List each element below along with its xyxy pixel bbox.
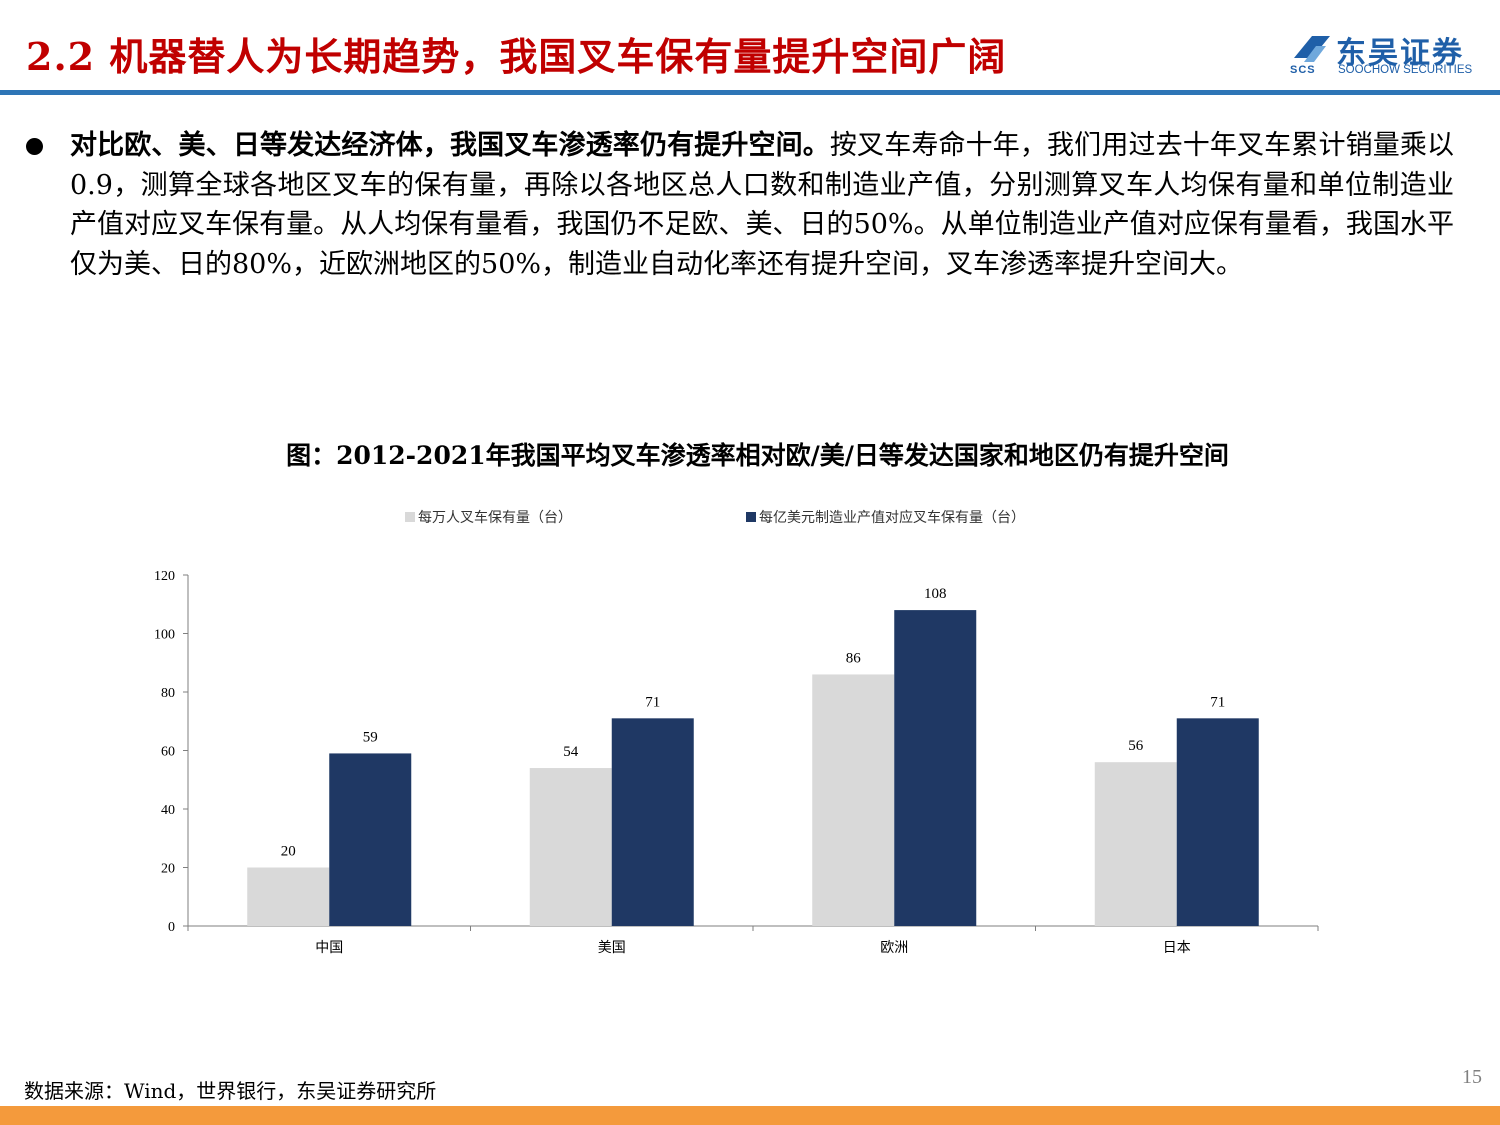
x-tick-label: 日本 <box>1163 940 1191 956</box>
bullet-lead: 对比欧、美、日等发达经济体，我国叉车渗透率仍有提升空间。 <box>70 130 830 161</box>
bullet-icon <box>26 138 43 155</box>
bullet-text: 按叉车寿命十年，我们用过去十年叉车累计销量乘以0.9，测算全球各地区叉车的保有量… <box>70 130 1455 280</box>
bar <box>529 768 612 926</box>
bar <box>1176 718 1259 926</box>
data-label: 20 <box>281 844 296 860</box>
x-tick-label: 美国 <box>598 940 626 956</box>
x-tick-label: 欧洲 <box>880 940 908 956</box>
data-label: 108 <box>924 586 947 602</box>
y-tick-label: 60 <box>161 745 175 760</box>
data-label: 71 <box>1210 694 1225 710</box>
company-logo: SCS 东吴证券 SOOCHOW SECURITIES <box>1288 30 1484 80</box>
header-divider <box>0 90 1500 95</box>
data-source: 数据来源：Wind，世界银行，东吴证券研究所 <box>24 1079 437 1103</box>
x-tick-label: 中国 <box>315 940 343 956</box>
y-tick-label: 120 <box>154 569 175 584</box>
logo-mark-icon <box>1294 36 1330 62</box>
bar <box>329 753 412 926</box>
logo-mark-text: SCS <box>1290 64 1316 76</box>
y-tick-label: 40 <box>161 803 175 818</box>
data-label: 54 <box>563 744 579 760</box>
data-label: 86 <box>846 650 862 666</box>
legend-swatch <box>746 512 756 522</box>
bar <box>1094 762 1177 926</box>
y-tick-label: 0 <box>168 920 175 935</box>
logo-name-cn: 东吴证券 <box>1336 36 1464 71</box>
bullet-paragraph: 对比欧、美、日等发达经济体，我国叉车渗透率仍有提升空间。按叉车寿命十年，我们用过… <box>70 126 1454 284</box>
legend-label: 每万人叉车保有量（台） <box>418 509 572 526</box>
data-label: 71 <box>645 694 660 710</box>
data-label: 59 <box>363 729 378 745</box>
y-tick-label: 20 <box>161 862 175 877</box>
data-label: 56 <box>1128 738 1144 754</box>
y-tick-label: 100 <box>154 628 175 643</box>
bar <box>894 610 977 926</box>
chart-title: 图：2012-2021年我国平均叉车渗透率相对欧/美/日等发达国家和地区仍有提升… <box>286 441 1229 470</box>
bar-chart: 每万人叉车保有量（台） 每亿美元制造业产值对应叉车保有量（台） 0 20 40 60 80 1… <box>154 509 1319 956</box>
legend-label: 每亿美元制造业产值对应叉车保有量（台） <box>759 509 1025 526</box>
slide-title: 2.2 机器替人为长期趋势，我国叉车保有量提升空间广阔 <box>26 34 1007 79</box>
logo-name-en: SOOCHOW SECURITIES <box>1338 64 1473 76</box>
page-number: 15 <box>1462 1066 1482 1088</box>
y-tick-label: 80 <box>161 686 175 701</box>
bar <box>812 674 895 926</box>
bar <box>247 867 330 926</box>
legend-swatch <box>405 512 415 522</box>
footer-bar <box>0 1106 1500 1125</box>
bar <box>611 718 694 926</box>
